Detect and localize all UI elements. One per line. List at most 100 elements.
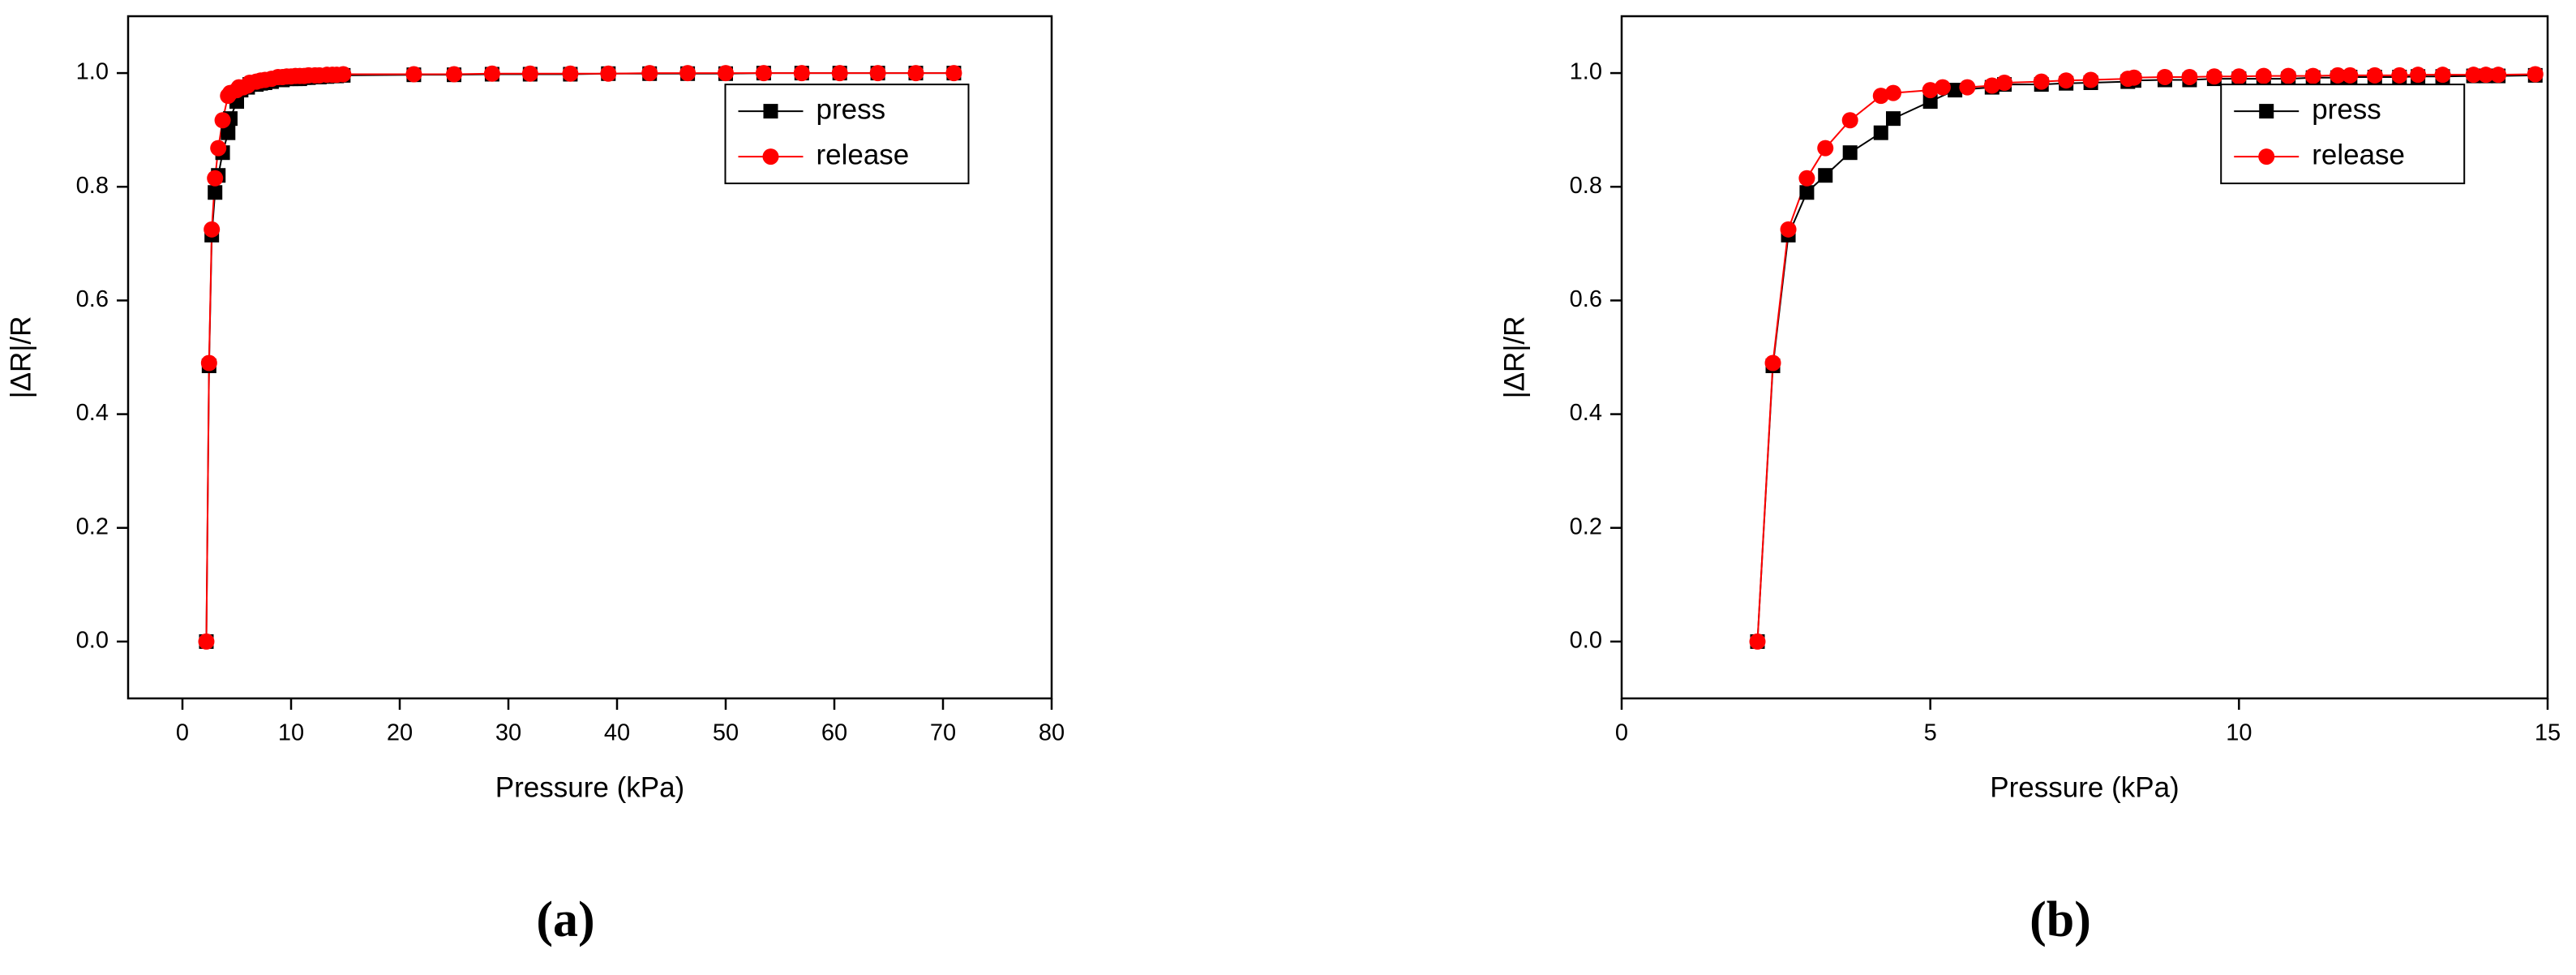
marker: [207, 170, 224, 187]
marker: [1934, 79, 1951, 96]
marker: [1764, 354, 1781, 372]
marker: [793, 65, 810, 82]
marker: [641, 65, 658, 82]
marker: [2280, 67, 2297, 84]
x-tick-label: 50: [713, 720, 739, 746]
legend-marker: [763, 104, 778, 119]
x-tick-label: 20: [387, 720, 413, 746]
panel-label: (b): [2030, 892, 2091, 947]
marker: [405, 66, 422, 83]
x-axis-title: Pressure (kPa): [495, 771, 684, 803]
marker: [2342, 67, 2359, 84]
marker: [718, 65, 734, 82]
marker: [1983, 77, 2000, 94]
legend-marker: [2258, 148, 2275, 165]
marker: [679, 65, 697, 82]
marker: [2410, 67, 2427, 84]
x-tick-label: 40: [604, 720, 630, 746]
y-tick-label: 0.6: [76, 286, 109, 312]
marker: [1842, 145, 1858, 161]
chart-panel: 0 5 10 15 0.0 0.2 0.4 0.6 0.8 1.0 Pressure (kPa) |Δ…: [1498, 15, 2561, 947]
x-tick-label: 60: [821, 720, 847, 746]
marker: [2033, 73, 2050, 90]
x-tick-label: 15: [2535, 720, 2561, 746]
y-tick-label: 0.8: [1570, 173, 1602, 199]
marker: [1818, 168, 1833, 183]
marker: [198, 633, 215, 650]
marker: [1780, 221, 1797, 238]
marker: [831, 65, 848, 82]
legend-box: [724, 84, 970, 185]
marker: [2156, 68, 2173, 85]
series-line: [1756, 74, 2535, 642]
legend-label: release: [2312, 139, 2405, 170]
marker: [1841, 112, 1858, 129]
y-tick-label: 0.8: [76, 173, 109, 199]
x-tick-label: 0: [176, 720, 189, 746]
marker: [1922, 82, 1939, 99]
y-tick-label: 0.0: [1570, 628, 1602, 654]
marker: [2082, 71, 2099, 88]
marker: [2125, 69, 2142, 86]
marker: [1749, 633, 1766, 650]
marker: [208, 185, 223, 200]
legend-marker: [762, 148, 779, 165]
marker: [907, 65, 924, 82]
y-tick-label: 0.6: [1570, 286, 1602, 312]
marker: [200, 354, 217, 372]
y-tick-label: 0.0: [76, 628, 109, 654]
marker: [1885, 111, 1901, 127]
marker: [2330, 67, 2347, 84]
x-tick-label: 80: [1039, 720, 1065, 746]
marker: [2477, 67, 2494, 84]
y-tick-label: 1.0: [1570, 59, 1602, 85]
legend-marker: [2259, 104, 2274, 119]
panel-label: (a): [536, 892, 594, 947]
marker: [2465, 67, 2482, 84]
marker: [600, 65, 617, 82]
marker: [1817, 140, 1834, 157]
marker: [2490, 67, 2507, 84]
marker: [2058, 72, 2075, 89]
marker: [1873, 125, 1888, 140]
legend-label: press: [816, 93, 885, 125]
marker: [2181, 68, 2198, 85]
marker: [2255, 67, 2272, 84]
x-tick-label: 30: [495, 720, 521, 746]
marker: [945, 65, 962, 82]
y-axis-title: |ΔR|/R: [5, 316, 36, 399]
marker: [562, 65, 579, 82]
marker: [2304, 67, 2321, 84]
marker: [2231, 68, 2248, 85]
marker: [214, 112, 231, 129]
y-tick-label: 0.2: [1570, 513, 1602, 539]
marker: [755, 65, 772, 82]
marker: [1948, 83, 1963, 98]
y-tick-label: 0.4: [1570, 400, 1602, 426]
marker: [1798, 170, 1815, 187]
plot-frame: [1620, 15, 2549, 700]
marker: [446, 66, 462, 83]
legend-box: [2220, 84, 2466, 185]
plot-frame: [126, 15, 1053, 700]
y-tick-label: 0.4: [76, 400, 109, 426]
marker: [2434, 67, 2451, 84]
chart-panel: 0 10 20 30 40 50 60 70 80 0.0 0.2 0.4 0.6 0.8 1.0 Press…: [5, 15, 1065, 947]
x-tick-label: 70: [930, 720, 956, 746]
legend-label: release: [816, 139, 909, 170]
marker: [221, 125, 236, 140]
marker: [869, 65, 886, 82]
marker: [1872, 88, 1889, 105]
marker: [204, 221, 221, 238]
marker: [1922, 94, 1938, 110]
y-tick-label: 0.2: [76, 513, 109, 539]
marker: [521, 65, 538, 82]
marker: [2366, 67, 2383, 84]
x-axis-title: Pressure (kPa): [1990, 771, 2179, 803]
marker: [2527, 66, 2544, 83]
marker: [2391, 67, 2408, 84]
x-tick-label: 5: [1924, 720, 1937, 746]
marker: [1996, 74, 2013, 91]
